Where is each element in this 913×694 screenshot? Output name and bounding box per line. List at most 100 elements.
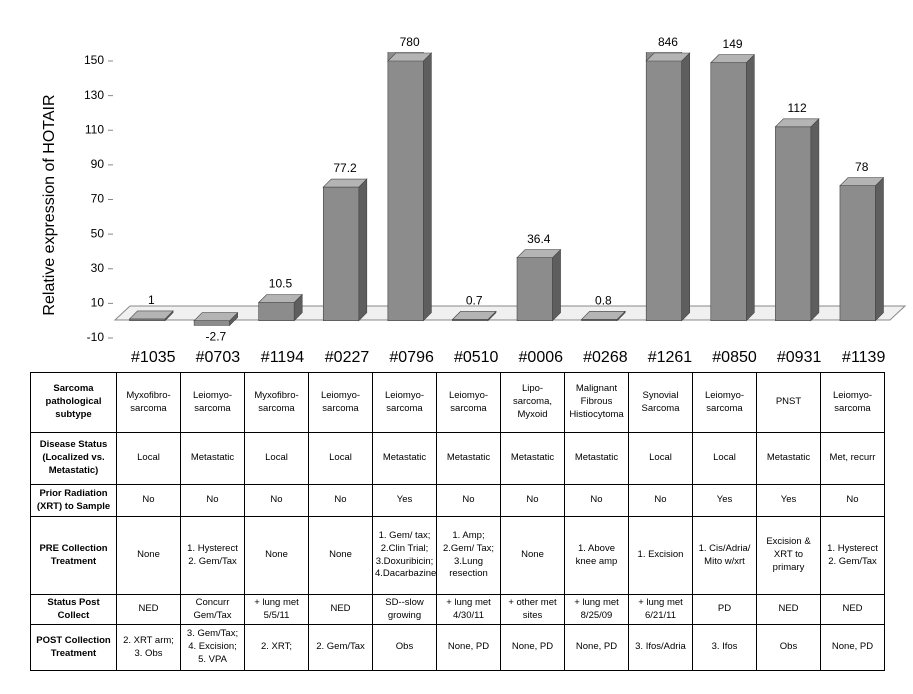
bar-top <box>193 312 239 321</box>
bar <box>193 320 230 326</box>
table-cell: Leiomyo-sarcoma <box>180 372 245 433</box>
table-cell: 3. Ifos <box>692 624 757 671</box>
row-header: PRE Collection Treatment <box>30 516 117 595</box>
bar-side <box>746 54 755 322</box>
bar-top <box>451 311 497 320</box>
bar <box>258 302 295 321</box>
table-cell: Excision & XRT to primary <box>756 516 821 595</box>
x-tick-label: #0796 <box>389 349 434 366</box>
table-cell: + other met sites <box>500 594 565 625</box>
y-tick-label: 30 <box>91 261 105 275</box>
table-row: PRE Collection Treatment None 1. Hysterect… <box>30 516 885 595</box>
table-cell: 1. Gem/ tax; 2.Clin Trial; 3.Doxuribicin… <box>372 516 437 595</box>
y-tick-label: 10 <box>91 296 105 310</box>
data-label: 77.2 <box>333 161 357 175</box>
table-cell: No <box>116 484 181 517</box>
table-cell: Myxofibro-sarcoma <box>116 372 181 433</box>
table-cell: No <box>500 484 565 517</box>
data-label: 780 <box>400 35 420 49</box>
row-header: Disease Status (Localized vs. Metastatic… <box>30 432 117 485</box>
table-cell: 2. Gem/Tax <box>308 624 373 671</box>
y-tick-label: 150 <box>84 53 104 67</box>
bar-side <box>875 176 884 322</box>
bar-side <box>810 118 820 322</box>
table-cell: Synovial Sarcoma <box>628 372 693 433</box>
table-cell: None, PD <box>564 624 629 671</box>
data-label: 36.4 <box>527 232 551 246</box>
bar-top <box>387 52 433 62</box>
bar <box>516 257 553 321</box>
data-label: 1 <box>148 293 155 307</box>
data-label: 846 <box>658 35 678 49</box>
table-cell: 1. Excision <box>628 516 693 595</box>
data-label: 0.8 <box>595 293 612 307</box>
table-cell: Malignant Fibrous Histiocytoma <box>564 372 629 433</box>
table-cell: 1. Hysterect 2. Gem/Tax <box>180 516 245 595</box>
table-cell: None, PD <box>820 624 885 671</box>
y-tick-label: 110 <box>85 122 104 136</box>
table-cell: Obs <box>756 624 821 671</box>
table-cell: None <box>308 516 373 595</box>
table-cell: Metastatic <box>564 432 629 485</box>
bar <box>322 186 360 321</box>
bar <box>775 126 812 321</box>
table-cell: + lung met 4/30/11 <box>436 594 501 625</box>
x-tick-label: #1035 <box>131 349 176 366</box>
table-cell: + lung met 6/21/11 <box>628 594 693 625</box>
table: Sarcoma pathological subtype Myxofibro-sa… <box>30 372 885 671</box>
data-label: 0.7 <box>466 294 483 308</box>
table-cell: Metastatic <box>372 432 437 485</box>
table-cell: 1. Cis/Adria/ Mito w/xrt <box>692 516 757 595</box>
table-row: Disease Status (Localized vs. Metastatic… <box>30 432 885 485</box>
row-header: Prior Radiation (XRT) to Sample <box>30 484 117 517</box>
y-tick-label: 50 <box>91 226 105 240</box>
y-tick-label: 70 <box>91 192 105 206</box>
row-header: POST Collection Treatment <box>30 624 117 671</box>
table-cell: No <box>180 484 245 517</box>
table-cell: Metastatic <box>756 432 821 485</box>
table-cell: Myxofibro-sarcoma <box>244 372 309 433</box>
table-cell: Lipo-sarcoma, Myxoid <box>500 372 565 433</box>
bars <box>129 52 876 326</box>
table-cell: No <box>436 484 501 517</box>
bar-side <box>552 248 561 322</box>
floor <box>113 305 907 321</box>
table-cell: Leiomyo-sarcoma <box>820 372 885 433</box>
table-cell: Local <box>692 432 757 485</box>
table-cell: Concurr Gem/Tax <box>180 594 245 625</box>
x-tick-label: #0006 <box>519 349 564 366</box>
table-cell: 2. XRT; <box>244 624 309 671</box>
row-header: Status Post Collect <box>30 594 117 625</box>
table-cell: Leiomyo-sarcoma <box>308 372 373 433</box>
table-row: POST Collection Treatment 2. XRT arm; 3. … <box>30 624 885 671</box>
table-cell: None <box>500 516 565 595</box>
data-label: 112 <box>788 101 807 115</box>
row-header: Sarcoma pathological subtype <box>30 372 117 433</box>
table-cell: Local <box>628 432 693 485</box>
table-cell: Metastatic <box>500 432 565 485</box>
x-tick-label: #1139 <box>842 349 885 366</box>
table-cell: 1. Above knee amp <box>564 516 629 595</box>
table-cell: Yes <box>756 484 821 517</box>
y-tick-label: -10 <box>87 330 105 344</box>
y-axis-label: Relative expression of HOTAIR <box>41 94 58 315</box>
bar-top <box>839 177 885 186</box>
table-cell: Metastatic <box>436 432 501 485</box>
data-label: 78 <box>855 160 869 174</box>
table-cell: + lung met 5/5/11 <box>244 594 309 625</box>
table-cell: No <box>308 484 373 517</box>
data-label: 10.5 <box>269 277 293 291</box>
table-cell: No <box>820 484 885 517</box>
table-cell: Local <box>308 432 373 485</box>
bar-side <box>423 52 432 322</box>
table-row: Status Post Collect NED Concurr Gem/Tax + l… <box>30 594 885 625</box>
bar <box>387 52 424 321</box>
x-tick-label: #0850 <box>712 349 757 366</box>
bar-side <box>358 178 368 322</box>
table-cell: Yes <box>372 484 437 517</box>
table-cell: 3. Ifos/Adria <box>628 624 693 671</box>
table-cell: None, PD <box>436 624 501 671</box>
data-label: -2.7 <box>206 330 227 344</box>
table-cell: Met, recurr <box>820 432 885 485</box>
